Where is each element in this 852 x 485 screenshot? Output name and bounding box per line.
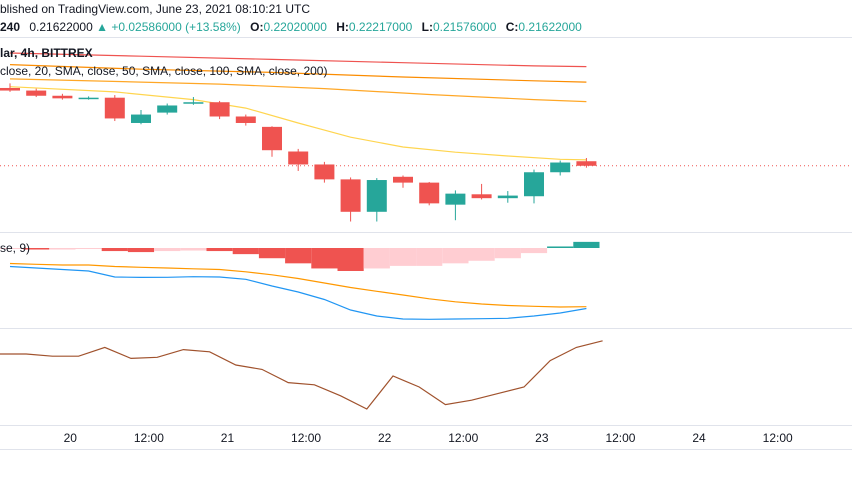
- candle-body: [131, 114, 151, 123]
- candle-body: [445, 193, 466, 205]
- macd-histogram-bar: [468, 248, 495, 261]
- macd-histogram-bar: [258, 248, 286, 259]
- candle-body: [419, 182, 440, 204]
- macd-legend: se, 9): [0, 241, 31, 255]
- candle-body: [524, 172, 544, 197]
- candle-body: [314, 164, 335, 180]
- macd-histogram-bar: [337, 248, 364, 271]
- open-value: 0.22020000: [263, 20, 327, 34]
- macd-histogram-bar: [547, 246, 574, 248]
- candle-body: [0, 87, 20, 91]
- symbol-title: lar, 4h, BITTREX: [0, 46, 93, 60]
- candle-body: [104, 97, 125, 119]
- x-axis-tick-label: 12:00: [291, 431, 321, 445]
- x-axis-tick-label: 22: [378, 431, 392, 445]
- low-label: L:: [421, 20, 433, 34]
- sma-100-line: [9, 64, 587, 83]
- macd-histogram-bar: [389, 248, 417, 266]
- interval-label: 240: [0, 20, 21, 34]
- macd-histogram-bar: [154, 248, 181, 252]
- macd-histogram-bar: [573, 241, 600, 248]
- candle-body: [26, 90, 47, 96]
- candle-body: [209, 102, 230, 117]
- candle-body: [576, 161, 597, 166]
- x-axis-tick-label: 20: [64, 431, 78, 445]
- candle-body: [471, 194, 492, 199]
- ma-legend: close, 20, SMA, close, 50, SMA, close, 1…: [0, 64, 328, 78]
- macd-histogram-bar: [363, 248, 390, 269]
- macd-histogram-bar: [0, 248, 24, 250]
- macd-line: [9, 265, 587, 320]
- low-value: 0.21576000: [433, 20, 497, 34]
- sma-50-line: [9, 78, 587, 103]
- macd-histogram-bar: [232, 248, 259, 255]
- macd-histogram-bar: [49, 248, 76, 250]
- macd-histogram-bar: [520, 248, 548, 254]
- x-axis-tick-label: 12:00: [763, 431, 793, 445]
- rsi-line: [0, 340, 603, 410]
- candle-body: [288, 151, 309, 165]
- macd-histogram-bar: [285, 248, 312, 264]
- macd-histogram-bar: [206, 248, 233, 252]
- candle-body: [366, 180, 387, 212]
- macd-histogram-bar: [23, 248, 50, 250]
- candle-body: [497, 195, 518, 199]
- candle-body: [235, 116, 256, 123]
- candle-body: [393, 176, 413, 183]
- high-value: 0.22217000: [348, 20, 413, 34]
- close-label: C:: [505, 20, 519, 34]
- candle-body: [78, 97, 99, 100]
- change-up-arrow-icon: ▲: [96, 20, 109, 34]
- x-axis-tick-label: 12:00: [134, 431, 164, 445]
- candle-body: [157, 105, 178, 113]
- candle-body: [550, 162, 571, 173]
- x-axis-tick-label: 12:00: [605, 431, 635, 445]
- macd-histogram-bar: [311, 248, 338, 269]
- x-axis-tick-label: 24: [692, 431, 706, 445]
- close-value: 0.21622000: [518, 20, 582, 34]
- last-price: 0.21622000: [29, 20, 93, 34]
- publish-info: blished on TradingView.com, June 23, 202…: [0, 2, 310, 16]
- candle-body: [52, 95, 73, 99]
- ohlc-legend: 240 0.21622000 ▲ +0.02586000 (+13.58%) O…: [0, 20, 582, 34]
- macd-histogram-bar: [442, 248, 469, 264]
- x-axis-tick-label: 21: [221, 431, 235, 445]
- high-label: H:: [336, 20, 349, 34]
- candle-body: [262, 126, 282, 151]
- x-axis-tick-label: 12:00: [448, 431, 478, 445]
- published-text: blished on TradingView.com, June 23, 202…: [0, 2, 310, 16]
- open-label: O:: [250, 20, 264, 34]
- macd-signal-line: [9, 262, 587, 308]
- x-axis-tick-label: 23: [535, 431, 549, 445]
- candle-body: [183, 102, 204, 104]
- price-change: +0.02586000 (+13.58%): [111, 20, 241, 34]
- candle-body: [340, 179, 361, 212]
- macd-histogram-bar: [494, 248, 521, 259]
- sma-200-line: [9, 52, 587, 68]
- sma-20-line: [9, 86, 587, 161]
- macd-histogram-bar: [180, 248, 207, 251]
- macd-histogram-bar: [101, 248, 128, 252]
- macd-histogram-bar: [75, 248, 102, 250]
- macd-histogram-bar: [416, 248, 443, 266]
- macd-histogram-bar: [127, 248, 155, 253]
